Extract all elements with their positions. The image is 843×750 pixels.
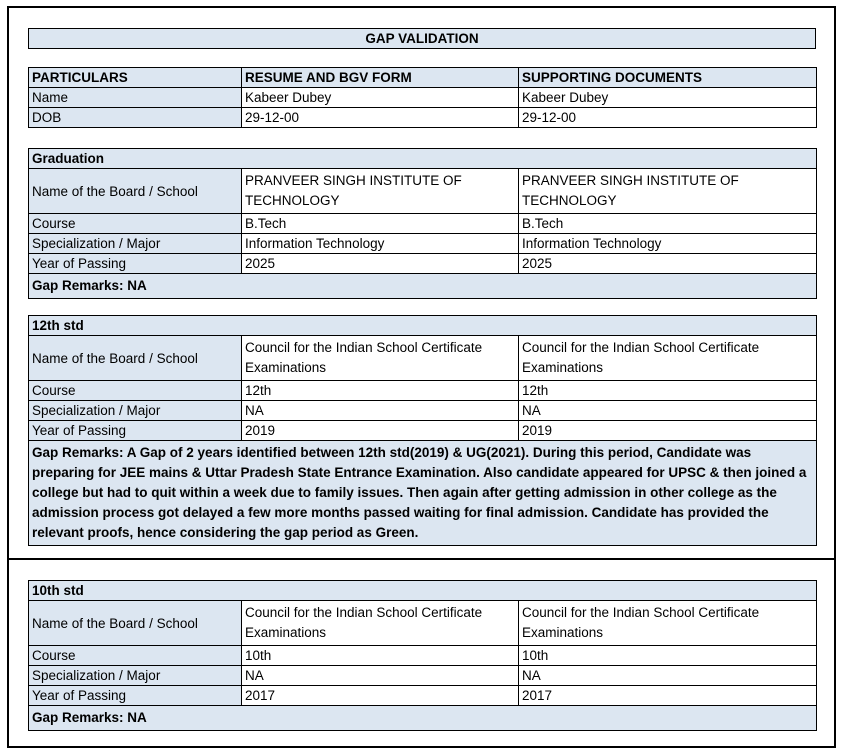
cell: B.Tech bbox=[241, 213, 519, 234]
page-title: GAP VALIDATION bbox=[28, 28, 816, 49]
cell: Information Technology bbox=[517, 233, 818, 254]
cell: Information Technology bbox=[241, 233, 519, 254]
row-label: Specialization / Major bbox=[28, 665, 242, 686]
cell: 2019 bbox=[517, 420, 818, 441]
cell: 10th bbox=[517, 645, 818, 666]
std12-table: 12th std Name of the Board / School Counc… bbox=[27, 315, 818, 546]
title-table: GAP VALIDATION bbox=[28, 28, 816, 49]
cell: 2025 bbox=[241, 253, 519, 274]
row-label: Name of the Board / School bbox=[28, 600, 242, 646]
cell: 2017 bbox=[517, 685, 818, 706]
row-label: Name of the Board / School bbox=[28, 335, 242, 381]
row-label: Name bbox=[28, 87, 242, 108]
page-frame-bottom bbox=[7, 558, 836, 748]
cell: 2019 bbox=[241, 420, 519, 441]
col-header: SUPPORTING DOCUMENTS bbox=[518, 67, 817, 88]
graduation-table: Graduation Name of the Board / School PRA… bbox=[27, 148, 818, 299]
row-label: Course bbox=[28, 213, 242, 234]
cell: 29-12-00 bbox=[241, 107, 519, 128]
row-label: Year of Passing bbox=[28, 420, 242, 441]
gap-remarks: Gap Remarks: NA bbox=[27, 705, 818, 731]
cell: NA bbox=[517, 665, 818, 686]
cell: 2025 bbox=[517, 253, 818, 274]
gap-remarks: Gap Remarks: A Gap of 2 years identified… bbox=[27, 440, 818, 546]
row-label: Course bbox=[28, 645, 242, 666]
cell: Council for the Indian School Certificat… bbox=[517, 335, 818, 381]
section-heading: Graduation bbox=[27, 148, 818, 169]
cell: Council for the Indian School Certificat… bbox=[241, 600, 519, 646]
cell: NA bbox=[241, 400, 519, 421]
cell: Kabeer Dubey bbox=[241, 87, 519, 108]
section-heading: 12th std bbox=[27, 315, 818, 336]
row-label: Course bbox=[28, 380, 242, 401]
col-header: PARTICULARS bbox=[28, 67, 242, 88]
std10-table: 10th std Name of the Board / School Counc… bbox=[27, 580, 818, 731]
cell: B.Tech bbox=[517, 213, 818, 234]
row-label: Year of Passing bbox=[28, 253, 242, 274]
row-label: Name of the Board / School bbox=[28, 168, 242, 214]
cell: 2017 bbox=[241, 685, 519, 706]
cell: PRANVEER SINGH INSTITUTE OF TECHNOLOGY bbox=[517, 168, 818, 214]
col-header: RESUME AND BGV FORM bbox=[241, 67, 519, 88]
row-label: Specialization / Major bbox=[28, 233, 242, 254]
gap-remarks: Gap Remarks: NA bbox=[27, 273, 818, 299]
cell: PRANVEER SINGH INSTITUTE OF TECHNOLOGY bbox=[241, 168, 519, 214]
cell: Council for the Indian School Certificat… bbox=[517, 600, 818, 646]
cell: 10th bbox=[241, 645, 519, 666]
cell: NA bbox=[517, 400, 818, 421]
cell: 12th bbox=[517, 380, 818, 401]
row-label: Year of Passing bbox=[28, 685, 242, 706]
section-heading: 10th std bbox=[27, 580, 818, 601]
row-label: DOB bbox=[28, 107, 242, 128]
row-label: Specialization / Major bbox=[28, 400, 242, 421]
cell: Council for the Indian School Certificat… bbox=[241, 335, 519, 381]
cell: 12th bbox=[241, 380, 519, 401]
particulars-table: PARTICULARS RESUME AND BGV FORM SUPPORTING… bbox=[28, 67, 817, 128]
cell: Kabeer Dubey bbox=[518, 87, 817, 108]
cell: NA bbox=[241, 665, 519, 686]
cell: 29-12-00 bbox=[518, 107, 817, 128]
